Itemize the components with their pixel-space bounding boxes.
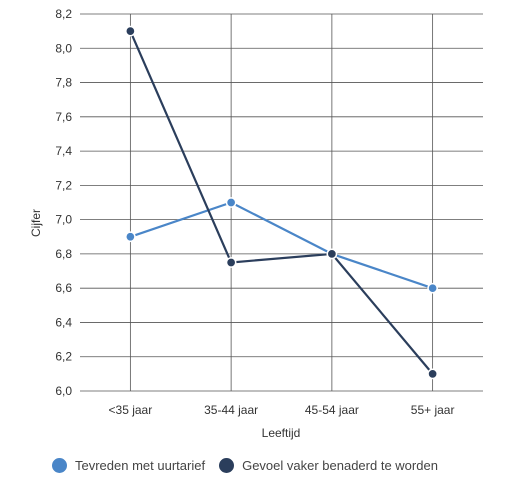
series-1-point[interactable]: [225, 257, 237, 268]
series-1-point[interactable]: [427, 368, 438, 380]
legend-swatch-benaderd: [219, 458, 235, 473]
y-tick-label: 6,8: [55, 247, 72, 261]
line-chart: 8,2 8,0 7,8 7,6 7,4 7,2 7,0 6,8 6,6 6,4 6,2 6,0 <35…: [29, 7, 483, 440]
legend-label-tevreden: Tevreden met uurtarief: [75, 458, 206, 473]
legend-item-benaderd[interactable]: Gevoel vaker benaderd te worden: [219, 458, 438, 473]
series-line-1: [129, 30, 434, 375]
y-tick-label: 6,2: [55, 350, 72, 364]
x-tick-label: <35 jaar: [109, 403, 153, 417]
y-tick-label: 8,0: [55, 41, 72, 55]
legend-label-benaderd: Gevoel vaker benaderd te worden: [242, 458, 438, 473]
y-tick-label: 7,0: [55, 213, 72, 227]
grid: [80, 13, 483, 392]
y-tick-label: 7,2: [55, 178, 72, 192]
series-1-point[interactable]: [125, 25, 136, 37]
legend-swatch-tevreden: [52, 458, 67, 473]
series-0-point[interactable]: [125, 231, 136, 243]
y-tick-label: 8,2: [55, 7, 72, 21]
x-tick-label: 55+ jaar: [411, 403, 455, 417]
y-tick-label: 7,6: [55, 110, 72, 124]
y-tick-label: 6,0: [55, 384, 72, 398]
x-axis-ticks: <35 jaar 35-44 jaar 45-54 jaar 55+ jaar: [109, 403, 455, 417]
series-layer: [125, 25, 438, 380]
y-tick-label: 7,4: [55, 144, 72, 158]
y-tick-label: 6,6: [55, 281, 72, 295]
series-0-point[interactable]: [427, 282, 438, 294]
y-tick-label: 6,4: [55, 315, 72, 329]
y-axis-ticks: 8,2 8,0 7,8 7,6 7,4 7,2 7,0 6,8 6,6 6,4 6,2 6,0: [55, 7, 72, 398]
series-line-0: [130, 201, 433, 290]
x-axis-title: Leeftijd: [262, 426, 301, 440]
x-tick-label: 45-54 jaar: [305, 403, 359, 417]
x-tick-label: 35-44 jaar: [204, 403, 258, 417]
series-1-point[interactable]: [326, 248, 338, 260]
legend: Tevreden met uurtarief Gevoel vaker bena…: [52, 458, 452, 473]
legend-item-tevreden[interactable]: Tevreden met uurtarief: [52, 458, 205, 473]
y-tick-label: 7,8: [55, 76, 72, 90]
series-0-point[interactable]: [225, 197, 237, 208]
y-axis-title: Cijfer: [29, 209, 43, 237]
